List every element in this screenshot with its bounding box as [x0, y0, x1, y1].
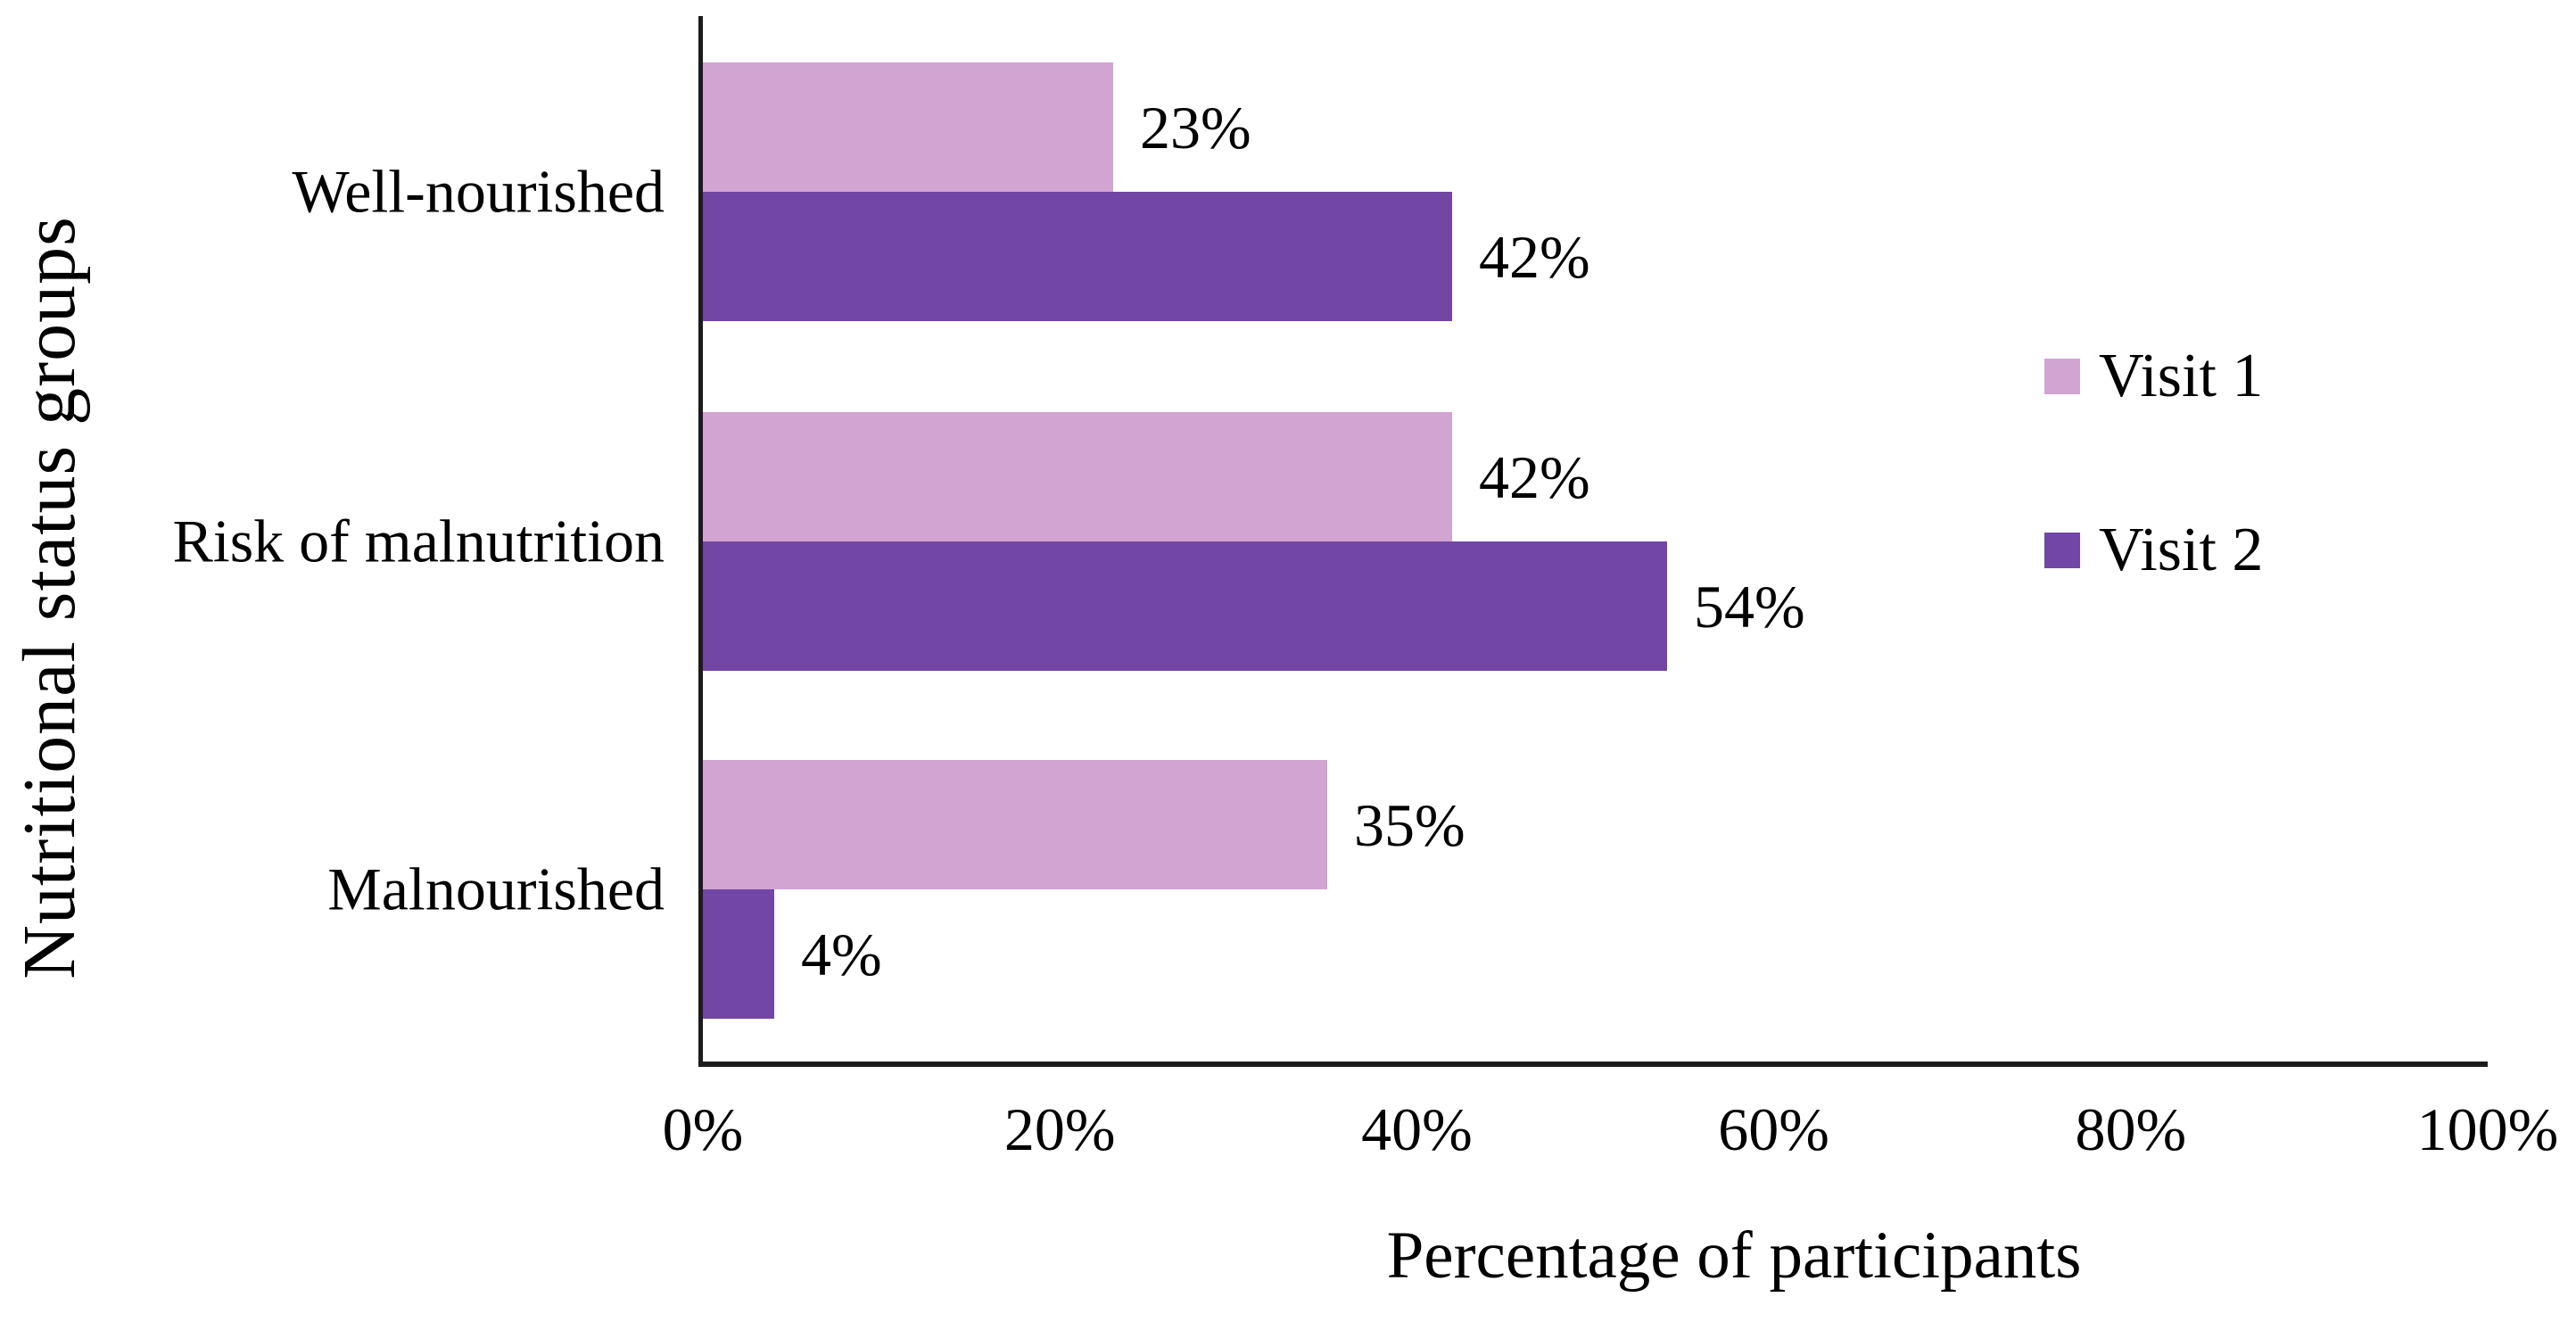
bar-visit-2-well-nourished [703, 192, 1452, 321]
x-tick-80: 80% [2075, 1095, 2187, 1163]
bar-visit-1-risk-of-malnutrition [703, 412, 1452, 541]
category-label-malnourished: Malnourished [327, 855, 665, 923]
x-axis-title: Percentage of participants [1386, 1219, 2082, 1293]
y-axis-line [698, 16, 703, 1067]
data-label-visit-1-well-nourished: 23% [1140, 93, 1251, 161]
category-label-risk-of-malnutrition: Risk of malnutrition [172, 507, 665, 575]
bar-visit-2-risk-of-malnutrition [703, 541, 1667, 671]
legend-label-visit-1: Visit 1 [2099, 342, 2264, 410]
legend-swatch-visit-1 [2044, 359, 2080, 394]
bar-visit-2-malnourished [703, 889, 774, 1019]
category-label-well-nourished: Well-nourished [292, 157, 665, 226]
x-axis-line [698, 1062, 2488, 1067]
data-label-visit-1-risk-of-malnutrition: 42% [1479, 442, 1590, 511]
data-label-visit-2-malnourished: 4% [801, 920, 882, 988]
legend-label-visit-2: Visit 2 [2099, 516, 2264, 584]
data-label-visit-2-well-nourished: 42% [1479, 222, 1590, 291]
bar-visit-1-well-nourished [703, 62, 1113, 192]
x-tick-0: 0% [662, 1095, 744, 1163]
data-label-visit-2-risk-of-malnutrition: 54% [1694, 572, 1805, 640]
x-tick-60: 60% [1718, 1095, 1829, 1163]
x-tick-20: 20% [1003, 1095, 1116, 1163]
data-label-visit-1-malnourished: 35% [1354, 790, 1466, 859]
x-tick-40: 40% [1361, 1095, 1473, 1163]
legend-swatch-visit-2 [2044, 533, 2080, 568]
x-tick-100: 100% [2416, 1095, 2559, 1163]
bar-visit-1-malnourished [703, 760, 1327, 889]
